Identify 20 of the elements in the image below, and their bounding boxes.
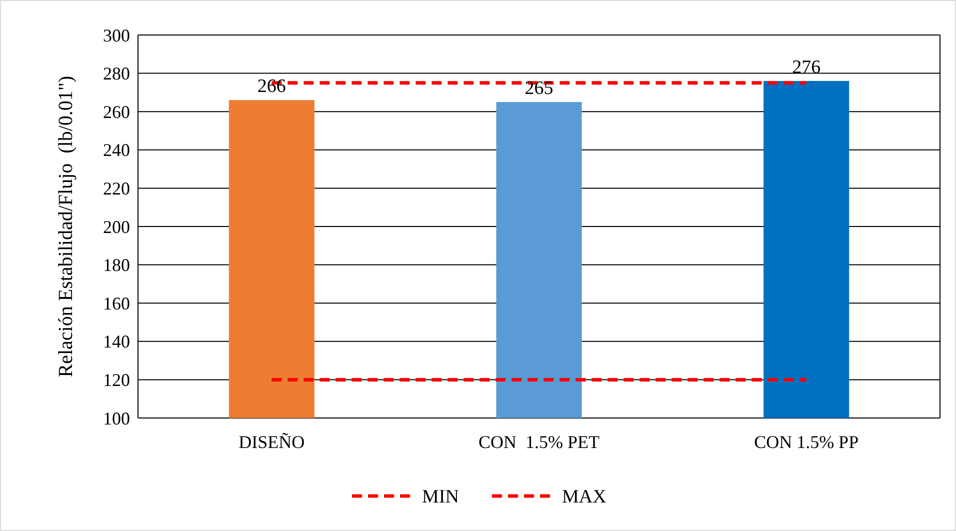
x-tick-label: CON 1.5% PET (478, 432, 600, 452)
y-tick-label: 140 (103, 332, 130, 352)
data-label: 265 (524, 78, 554, 100)
data-label: 276 (792, 56, 821, 78)
y-tick-label: 120 (103, 370, 130, 390)
y-tick-label: 240 (103, 140, 130, 160)
legend-label: MIN (422, 486, 460, 508)
y-tick-label: 200 (103, 216, 130, 237)
y-tick-label: 260 (103, 102, 130, 122)
x-tick-label: CON 1.5% PP (754, 432, 859, 452)
y-tick-label: 180 (103, 255, 130, 276)
y-tick-label: 100 (103, 408, 130, 428)
y-tick-label: 220 (103, 178, 130, 198)
y-tick-label: 160 (103, 293, 130, 314)
legend-label: MAX (562, 486, 607, 508)
y-tick-label: 280 (103, 64, 130, 84)
x-tick-label: DISEÑO (238, 432, 305, 452)
y-tick-label: 300 (103, 25, 130, 46)
y-axis-title: Relación Estabilidad/Flujo (lb/0.01") (55, 76, 77, 378)
data-label: 266 (257, 76, 286, 98)
